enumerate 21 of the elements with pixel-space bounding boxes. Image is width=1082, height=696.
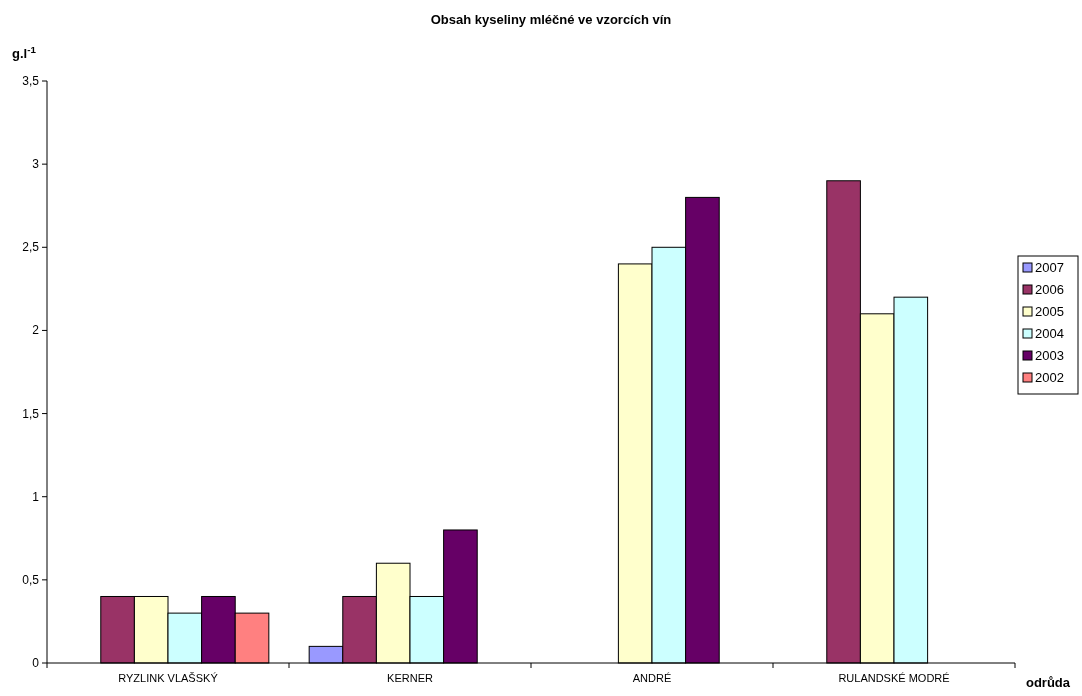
- y-tick-label: 3,5: [22, 74, 40, 88]
- y-tick-label: 1,5: [22, 406, 40, 421]
- x-tick-label: KERNER: [387, 672, 433, 684]
- legend-label: 2006: [1035, 282, 1064, 297]
- y-tick-label: 0,5: [22, 572, 40, 587]
- x-axis-title: odrůda: [1025, 675, 1071, 690]
- y-tick-label: 1: [32, 489, 40, 504]
- x-tick-label: RULANDSKÉ MODRÉ: [838, 672, 950, 684]
- legend-label: 2005: [1035, 304, 1064, 319]
- legend-label: 2002: [1035, 370, 1064, 385]
- legend-label: 2003: [1035, 348, 1064, 363]
- x-tick-label: RYZLINK VLAŠSKÝ: [118, 672, 219, 684]
- x-tick-label: ANDRÉ: [632, 672, 672, 684]
- y-axis-title: g.l$^{-1}$: [12, 43, 37, 61]
- y-tick-label: 2: [32, 323, 40, 338]
- y-tick-label: 0: [32, 656, 40, 670]
- legend-label: 2007: [1035, 260, 1064, 275]
- y-tick-label: 3: [32, 157, 40, 172]
- chart-title: Obsah kyseliny mléčné ve vzorcích vín: [430, 12, 672, 27]
- y-tick-label: 2,5: [22, 240, 40, 255]
- legend-label: 2004: [1035, 326, 1064, 341]
